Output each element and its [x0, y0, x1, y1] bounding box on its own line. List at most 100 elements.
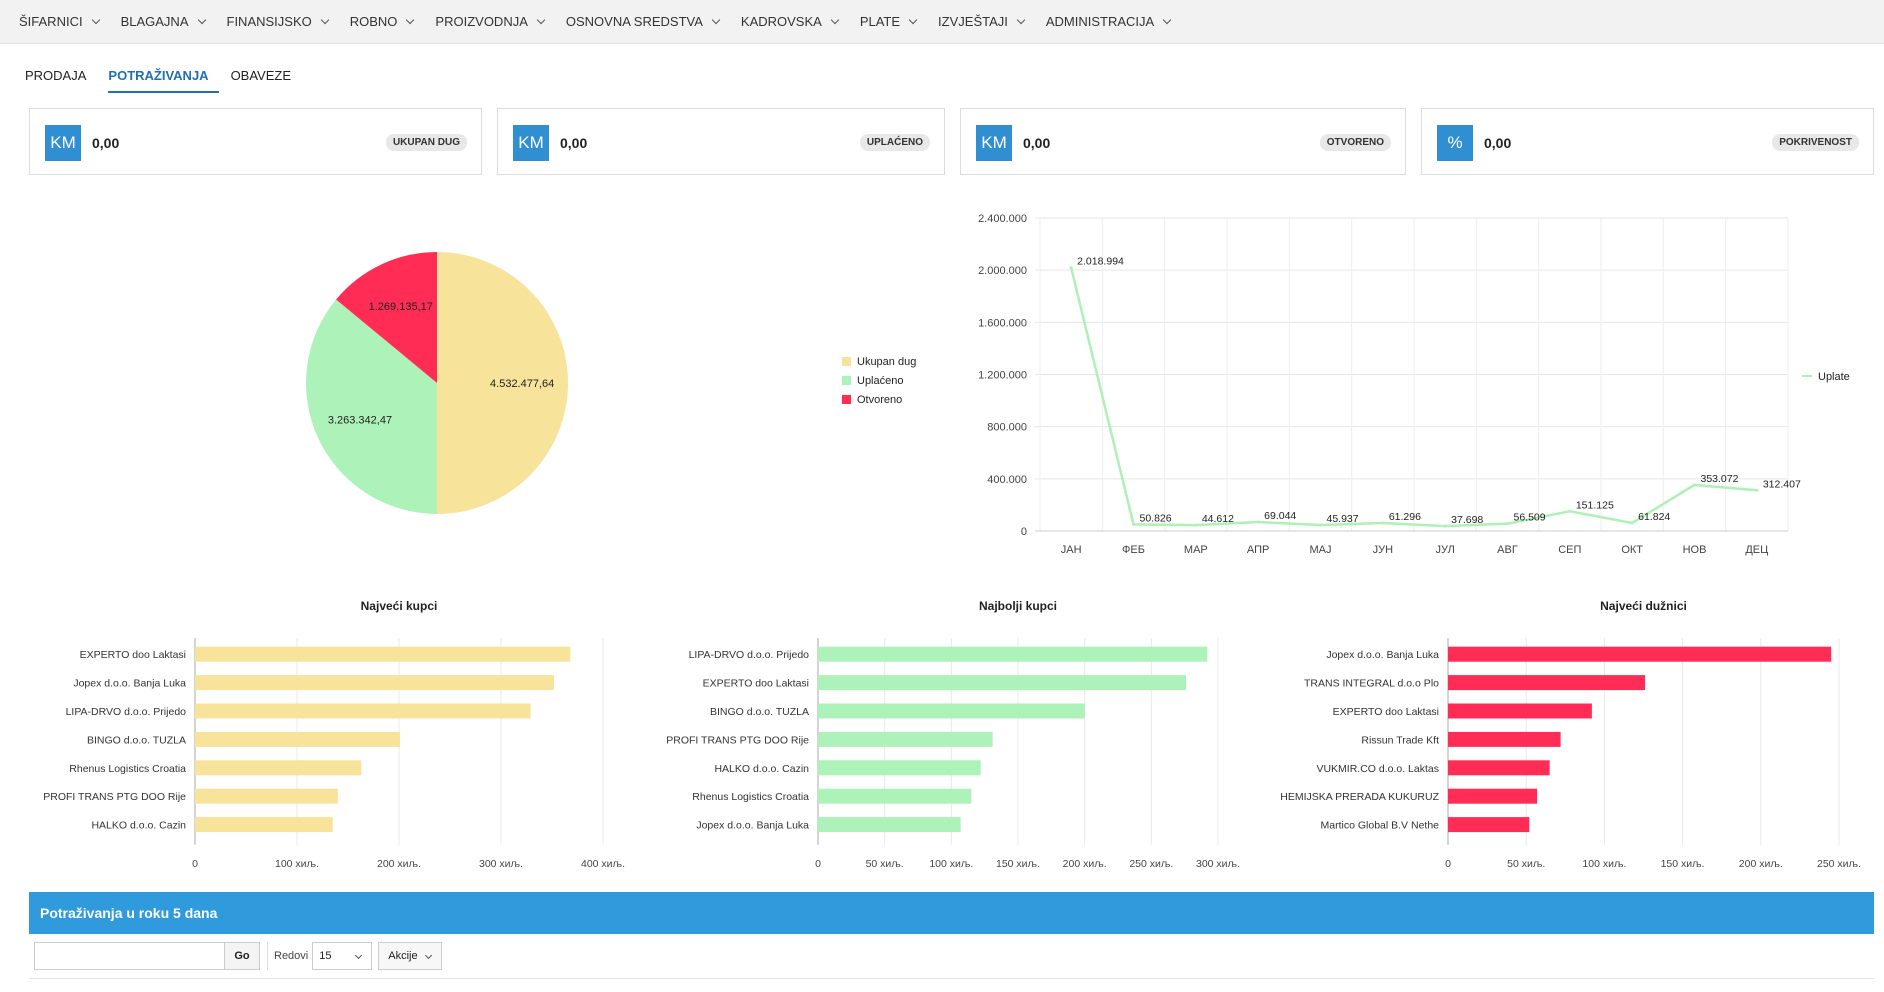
divider [267, 942, 268, 970]
tab-prodaja[interactable]: PRODAJA [25, 68, 87, 83]
chevron-down-icon [406, 15, 415, 24]
x-tick-label: 100 хиљ. [1582, 858, 1626, 870]
y-tick-label: LIPA-DRVO d.o.o. Prijedo [689, 649, 810, 661]
bar [1448, 760, 1550, 776]
data-point [1256, 520, 1260, 524]
card-badge: UKUPAN DUG [385, 134, 467, 151]
chevron-down-icon [830, 15, 840, 24]
x-tick-label: 50 хиљ. [866, 858, 904, 870]
y-tick-label: Jopex d.o.o. Banja Luka [696, 820, 809, 832]
data-point [1630, 521, 1634, 525]
search-input[interactable] [34, 942, 224, 970]
y-tick-label: 800.000 [987, 422, 1027, 434]
data-label: 69.044 [1264, 510, 1296, 522]
menu-label: IZVJEŠTAJI [938, 14, 1008, 29]
bar [1448, 731, 1561, 747]
go-button[interactable]: Go [224, 942, 260, 970]
report-toolbar: Go Redovi 15 Akcije [34, 941, 443, 971]
data-label: 50.826 [1140, 512, 1172, 524]
pie-slice [336, 252, 437, 383]
y-tick-label: Martico Global B.V Nethe [1321, 820, 1440, 832]
menu-administracija[interactable]: ADMINISTRACIJA [1035, 0, 1181, 44]
actions-menu-button[interactable]: Akcije [378, 942, 443, 970]
data-label: 45.937 [1327, 513, 1359, 525]
legend-swatch [842, 395, 851, 404]
x-tick-label: ЈАН [1061, 544, 1082, 556]
bar [818, 675, 1186, 691]
y-tick-label: 2.000.000 [978, 265, 1027, 277]
card-otvoreno: KM 0,00 OTVORENO [960, 108, 1406, 175]
menu-label: FINANSIJSKO [226, 14, 312, 29]
x-tick-label: 250 хиљ. [1817, 858, 1861, 870]
chevron-down-icon [908, 15, 918, 24]
pie-slice [437, 252, 568, 514]
legend-swatch [842, 376, 851, 385]
bar [818, 731, 993, 747]
menu-proizvodnja[interactable]: PROIZVODNJA [424, 0, 554, 44]
x-tick-label: 200 хиљ. [1739, 858, 1783, 870]
bar [195, 817, 333, 833]
y-tick-label: 400.000 [987, 474, 1027, 486]
menu-finansijsko[interactable]: FINANSIJSKO [216, 0, 339, 44]
card-value: 0,00 [92, 135, 120, 151]
data-label: 61.824 [1638, 511, 1670, 523]
menu-label: PROIZVODNJA [435, 14, 528, 29]
y-tick-label: PROFI TRANS PTG DOO Rije [43, 791, 186, 803]
card-value: 0,00 [1023, 135, 1051, 151]
y-tick-label: Jopex d.o.o. Banja Luka [73, 678, 186, 690]
y-tick-label: BINGO d.o.o. TUZLA [87, 734, 186, 746]
x-tick-label: ЈУН [1373, 544, 1393, 556]
data-label: 2.018.994 [1077, 256, 1124, 268]
legend-swatch [842, 357, 851, 366]
menu-plate[interactable]: PLATE [849, 0, 927, 44]
line-chart-uplate: 0 400.000 800.000 1.200.000 1.600.000 2.000.0… [978, 213, 1850, 556]
menu-robno[interactable]: ROBNO [339, 0, 425, 44]
chevron-down-icon [197, 15, 206, 24]
data-label: 151.125 [1576, 499, 1614, 511]
actions-label: Akcije [388, 950, 418, 962]
menu-blagajna[interactable]: BLAGAJNA [110, 0, 216, 44]
menu-osnovna-sredstva[interactable]: OSNOVNA SREDSTVA [555, 0, 730, 44]
bar [195, 760, 362, 776]
x-tick-label: 200 хиљ. [377, 858, 421, 870]
card-ukupan-dug: KM 0,00 UKUPAN DUG [29, 108, 482, 175]
data-point [1443, 524, 1447, 528]
bar [195, 788, 338, 804]
pie-chart: 4.532.477,64 Ukupan dug 3.263.342,47 Uplaće… [306, 252, 916, 514]
bar [1448, 817, 1530, 833]
x-tick-label: 100 хиљ. [929, 858, 973, 870]
card-badge: POKRIVENOST [1772, 134, 1859, 151]
chart-title: Najbolji kupci [979, 599, 1057, 613]
bar [1448, 703, 1592, 719]
bar-chart-najveci-duznici: Najveći dužnici 0 50 хиљ. 100 хиљ. 150 хиљ. 2… [1280, 599, 1861, 870]
menu-sifarnici[interactable]: ŠIFARNICI [8, 0, 110, 44]
tab-potrazivanja[interactable]: POTRAŽIVANJA [108, 62, 219, 93]
x-tick-label: 150 хиљ. [996, 858, 1040, 870]
bar [818, 646, 1208, 662]
x-tick-label: 100 хиљ. [275, 858, 319, 870]
currency-km-icon: KM [513, 125, 549, 161]
card-pokrivenost: % 0,00 POKRIVENOST [1421, 108, 1874, 175]
y-tick-label: Rissun Trade Kft [1361, 734, 1439, 746]
bar-chart-najveci-kupci: Najveći kupci 0 100 хиљ. 200 хиљ. 300 хиљ. 40… [43, 599, 625, 870]
x-tick-label: МАР [1184, 544, 1208, 556]
chevron-down-icon [1016, 15, 1026, 24]
x-tick-label: 250 хиљ. [1129, 858, 1173, 870]
x-tick-label: 0 [1445, 858, 1451, 870]
data-label: 37.698 [1451, 514, 1483, 526]
x-tick-label: АВГ [1497, 544, 1518, 556]
data-point [1693, 483, 1696, 487]
chevron-down-icon [536, 15, 546, 24]
top-menu: ŠIFARNICI BLAGAJNA FINANSIJSKO ROBNO PRO… [0, 0, 1884, 44]
y-tick-label: Rhenus Logistics Croatia [692, 791, 809, 803]
menu-kadrovska[interactable]: KADROVSKA [730, 0, 849, 44]
data-label: 56.509 [1514, 512, 1546, 524]
menu-izvjestaji[interactable]: IZVJEŠTAJI [927, 0, 1035, 44]
currency-km-icon: KM [976, 125, 1012, 161]
card-value: 0,00 [560, 135, 588, 151]
data-label: 353.072 [1701, 473, 1739, 485]
x-tick-label: НОВ [1683, 544, 1707, 556]
panel-title: Potraživanja u roku 5 dana [29, 892, 1874, 934]
rows-select[interactable]: 15 [312, 942, 373, 970]
tab-obaveze[interactable]: OBAVEZE [230, 68, 292, 83]
